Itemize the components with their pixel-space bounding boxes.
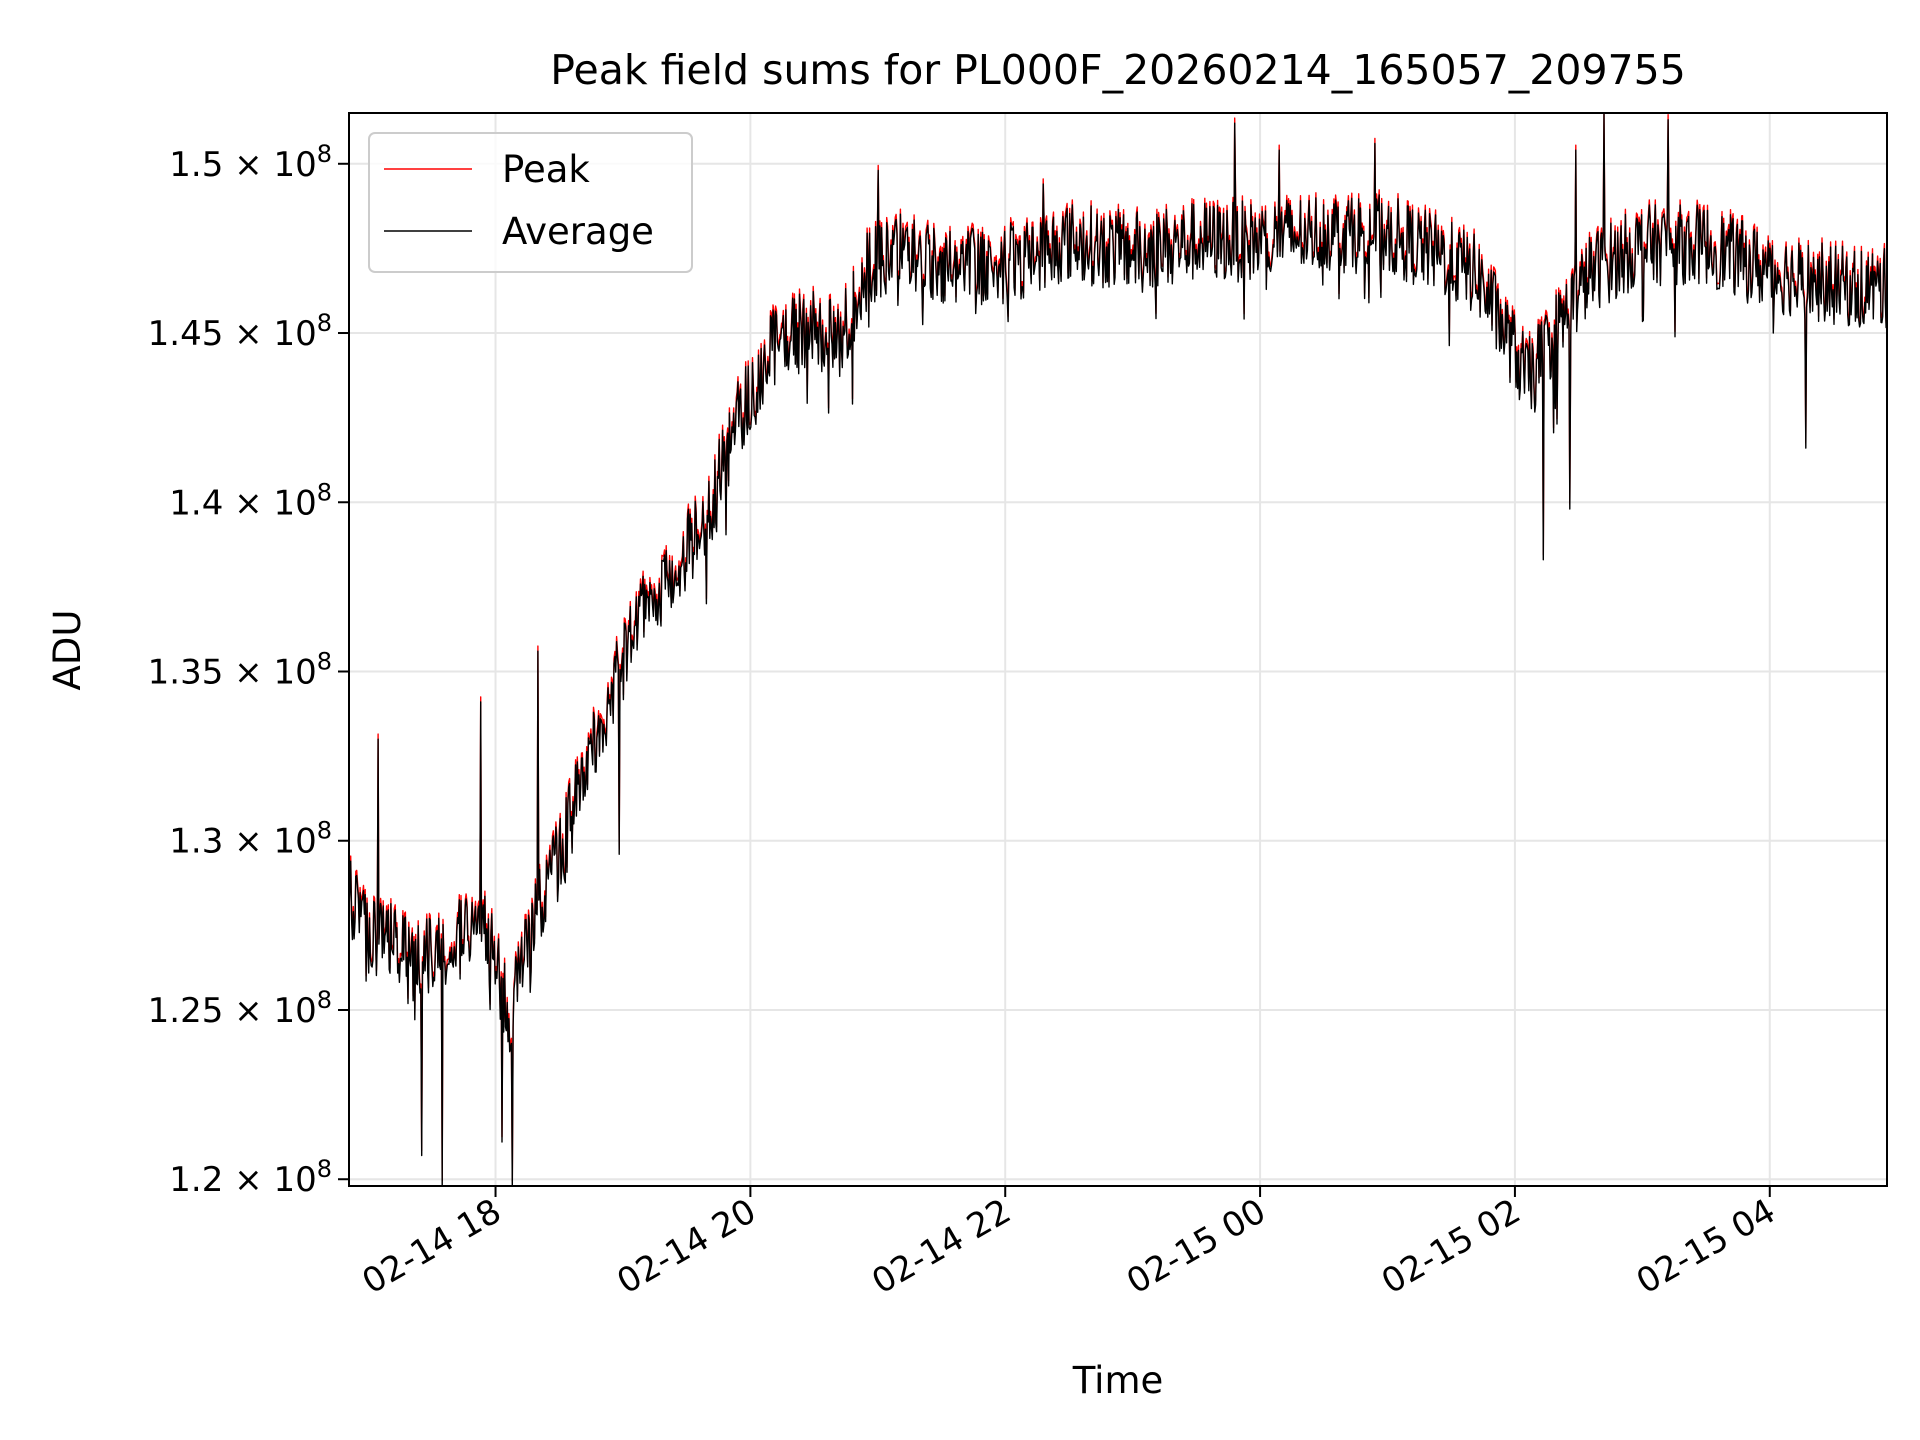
plot-frame [348,112,1888,1187]
y-tick-label: 1.3 × 108 [169,817,332,862]
legend-box [368,132,693,273]
y-tick-label: 1.25 × 108 [148,986,332,1031]
chart-title: Peak field sums for PL000F_20260214_1650… [550,46,1686,94]
x-axis-label: Time [1072,1359,1164,1402]
y-tick-label: 1.2 × 108 [169,1155,332,1200]
y-tick-label: 1.45 × 108 [148,309,332,354]
y-tick-label: 1.35 × 108 [148,648,332,693]
y-axis: 1.2 × 108 1.25 × 108 1.3 × 108 1.35 × 108 1.… [148,140,349,1200]
legend-label-peak: Peak [502,148,590,191]
legend-label-average: Average [502,210,654,253]
series-lines [348,112,1888,1187]
y-tick-label: 1.4 × 108 [169,478,332,523]
legend: Peak Average [368,132,693,273]
series-line-average [348,112,1888,1187]
plot-area [349,113,1887,1186]
y-tick-label: 1.5 × 108 [169,140,332,185]
y-axis-label: ADU [46,610,89,691]
